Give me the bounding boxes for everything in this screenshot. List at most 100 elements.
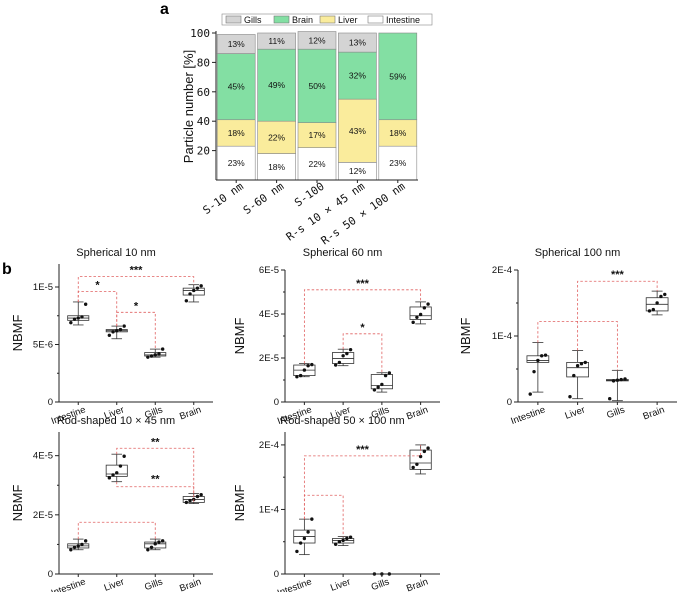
data-point <box>623 377 627 381</box>
data-point <box>341 354 345 358</box>
panel-label-a: a <box>160 1 169 18</box>
data-point <box>415 462 419 466</box>
y-tick-label: 0 <box>507 397 512 408</box>
data-point <box>345 351 349 356</box>
plot-title: Rod-shaped 10 × 45 nm <box>57 415 175 427</box>
data-point <box>348 535 353 539</box>
data-point <box>418 454 423 459</box>
data-point <box>575 364 580 368</box>
significance-bracket <box>116 311 156 350</box>
data-point <box>302 536 307 541</box>
data-point <box>115 471 119 475</box>
bar-label-liver: 22% <box>268 132 285 142</box>
data-point <box>611 379 616 383</box>
x-tick-label: Brain <box>405 576 430 592</box>
x-tick-label: Gills <box>143 576 164 592</box>
data-point <box>146 355 150 359</box>
data-point <box>298 541 303 545</box>
data-point <box>337 360 342 365</box>
significance-bracket <box>77 276 195 302</box>
data-point <box>663 292 667 297</box>
bar-label-gills: 11% <box>268 36 285 46</box>
y-tick-label: 6E-5 <box>259 265 279 276</box>
data-point <box>543 353 548 357</box>
y-axis-label: NBMF <box>10 315 25 352</box>
data-point <box>579 362 584 366</box>
data-point <box>146 548 150 552</box>
significance-label: *** <box>611 269 625 281</box>
data-point <box>295 549 299 554</box>
y-axis-label: NBMF <box>458 318 473 355</box>
bar-label-brain: 59% <box>389 71 406 81</box>
data-point <box>188 498 192 503</box>
box-iqr <box>566 361 589 378</box>
data-point <box>69 320 73 325</box>
significance-label: ** <box>151 474 160 486</box>
data-point <box>153 542 157 546</box>
x-tick-label: Liver <box>329 576 352 592</box>
y-tick-label: 40 <box>197 115 210 128</box>
x-tick-label: Intestine <box>50 576 88 592</box>
data-point <box>337 540 342 544</box>
data-point <box>111 473 115 477</box>
plot-title: Spherical 10 nm <box>76 247 156 259</box>
data-point <box>608 397 612 401</box>
data-point <box>310 362 314 367</box>
significance-label: *** <box>356 444 370 456</box>
data-point <box>333 363 338 367</box>
plot-title: Rod-shaped 50 × 100 nm <box>280 415 404 427</box>
data-point <box>341 538 345 543</box>
significance-label: *** <box>356 278 370 290</box>
data-point <box>383 373 388 378</box>
data-point <box>372 388 377 392</box>
data-point <box>572 373 576 378</box>
data-point <box>188 292 192 296</box>
legend-label-intestine: Intestine <box>386 15 420 25</box>
legend-label-brain: Brain <box>292 15 313 25</box>
y-tick-label: 2E-4 <box>259 440 279 451</box>
x-tick-label: Intestine <box>509 404 547 427</box>
data-point <box>107 476 112 480</box>
bar-label-liver: 17% <box>308 130 325 140</box>
data-point <box>72 317 77 321</box>
data-point <box>411 465 415 470</box>
data-point <box>306 364 310 368</box>
data-point <box>615 378 620 382</box>
data-point <box>422 449 427 454</box>
bar-label-gills: 12% <box>308 35 325 45</box>
bar-segment-liver <box>297 122 337 148</box>
data-point <box>295 375 299 379</box>
data-point <box>111 330 115 334</box>
y-tick-label: 100 <box>190 27 210 40</box>
data-point <box>647 309 652 313</box>
significance-label: * <box>95 280 100 292</box>
bar-segment-brain <box>257 48 296 122</box>
data-point <box>80 542 84 547</box>
data-point <box>160 347 165 351</box>
data-point <box>418 312 423 317</box>
x-tick-label: Brain <box>178 404 203 422</box>
data-point <box>380 382 384 387</box>
box-iqr <box>105 464 128 477</box>
y-tick-label: 1E-4 <box>259 504 279 515</box>
x-tick-label: S-60 nm <box>241 180 287 217</box>
legend-swatch-liver <box>319 15 336 24</box>
x-tick-label: Intestine <box>276 576 314 592</box>
boxplot-spherical-100nm: Spherical 100 nm *** 0 1E-4 2E-4 Intestine Liv… <box>458 247 677 427</box>
y-tick-label: 0 <box>48 397 53 408</box>
data-point <box>528 392 532 396</box>
data-point <box>568 395 572 399</box>
bar-segment-brain <box>338 51 377 100</box>
data-point <box>199 493 203 497</box>
data-point <box>76 316 80 320</box>
data-point <box>199 284 203 288</box>
data-point <box>348 347 353 352</box>
data-point <box>619 377 623 382</box>
data-point <box>195 286 200 290</box>
x-tick-label: Gills <box>370 576 391 592</box>
significance-bracket <box>77 521 156 540</box>
bar-label-brain: 32% <box>349 71 366 81</box>
y-tick-label: 4E-5 <box>259 309 279 320</box>
significance-bracket <box>116 481 195 504</box>
